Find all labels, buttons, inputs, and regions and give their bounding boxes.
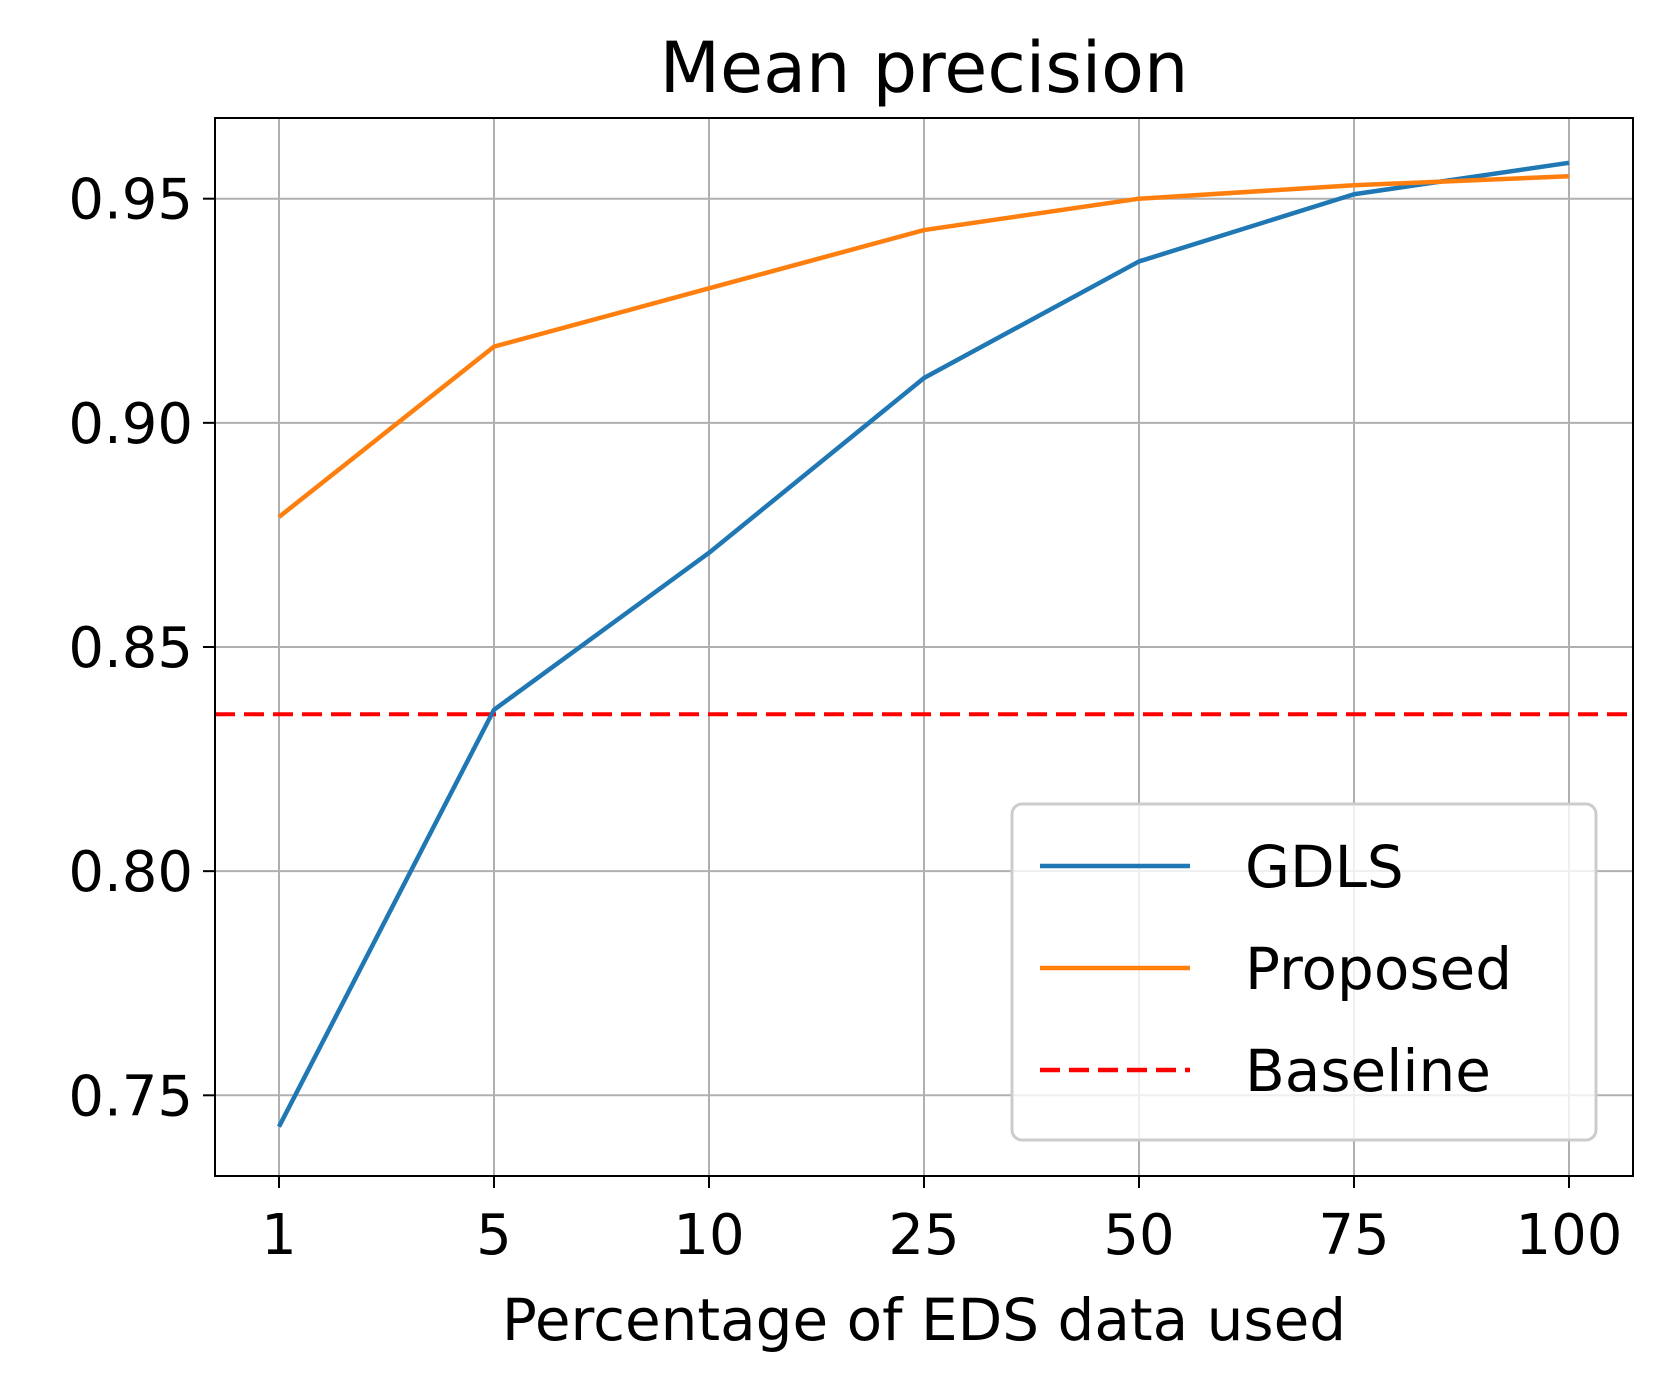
x-tick-label: 10	[673, 1203, 744, 1268]
legend: GDLS Proposed Baseline	[1012, 804, 1596, 1140]
x-tick-label: 50	[1103, 1203, 1174, 1268]
x-tick-label: 75	[1318, 1203, 1389, 1268]
x-tick-label: 100	[1516, 1203, 1623, 1268]
chart-title: Mean precision	[660, 27, 1189, 109]
legend-label-gdls: GDLS	[1245, 833, 1404, 901]
y-tick-label: 0.80	[68, 840, 193, 905]
x-axis-label: Percentage of EDS data used	[502, 1286, 1346, 1354]
y-tick-label: 0.85	[68, 616, 193, 681]
x-tick-label: 1	[261, 1203, 297, 1268]
y-tick-label: 0.75	[68, 1064, 193, 1129]
legend-label-proposed: Proposed	[1245, 935, 1512, 1003]
legend-label-baseline: Baseline	[1245, 1037, 1491, 1105]
y-tick-label: 0.90	[68, 392, 193, 457]
x-tick-label: 25	[888, 1203, 959, 1268]
x-tick-label: 5	[476, 1203, 512, 1268]
y-tick-label: 0.95	[68, 168, 193, 233]
